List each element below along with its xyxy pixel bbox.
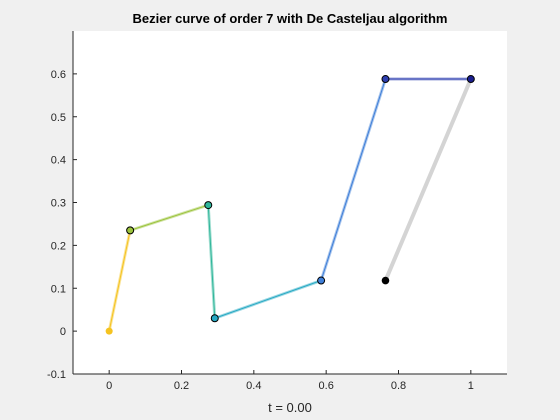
- y-tick-label: 0.4: [51, 155, 66, 167]
- chart-title: Bezier curve of order 7 with De Castelja…: [133, 11, 448, 26]
- x-tick-label: 0.6: [319, 380, 334, 392]
- control-point: [382, 76, 389, 83]
- x-tick-label: 0.8: [391, 380, 406, 392]
- y-tick-label: 0.2: [51, 240, 66, 252]
- axes-background: [73, 31, 507, 374]
- x-tick-label: 0.2: [174, 380, 189, 392]
- x-axis-label: t = 0.00: [268, 400, 312, 415]
- control-point: [205, 202, 212, 209]
- x-tick-label: 0.4: [246, 380, 261, 392]
- y-tick-label: -0.1: [47, 369, 66, 381]
- x-tick-label: 0: [106, 380, 112, 392]
- y-tick-label: 0.6: [51, 69, 66, 81]
- control-point: [467, 76, 474, 83]
- control-point: [318, 277, 325, 284]
- y-tick-label: 0.5: [51, 112, 66, 124]
- curve-point-layer: [382, 277, 390, 285]
- curve-point: [382, 277, 390, 285]
- control-point: [211, 315, 218, 322]
- y-tick-label: 0.1: [51, 283, 66, 295]
- y-tick-label: 0.3: [51, 198, 66, 210]
- control-point: [106, 328, 113, 335]
- y-tick-label: 0: [60, 326, 66, 338]
- control-point: [127, 227, 134, 234]
- x-tick-label: 1: [468, 380, 474, 392]
